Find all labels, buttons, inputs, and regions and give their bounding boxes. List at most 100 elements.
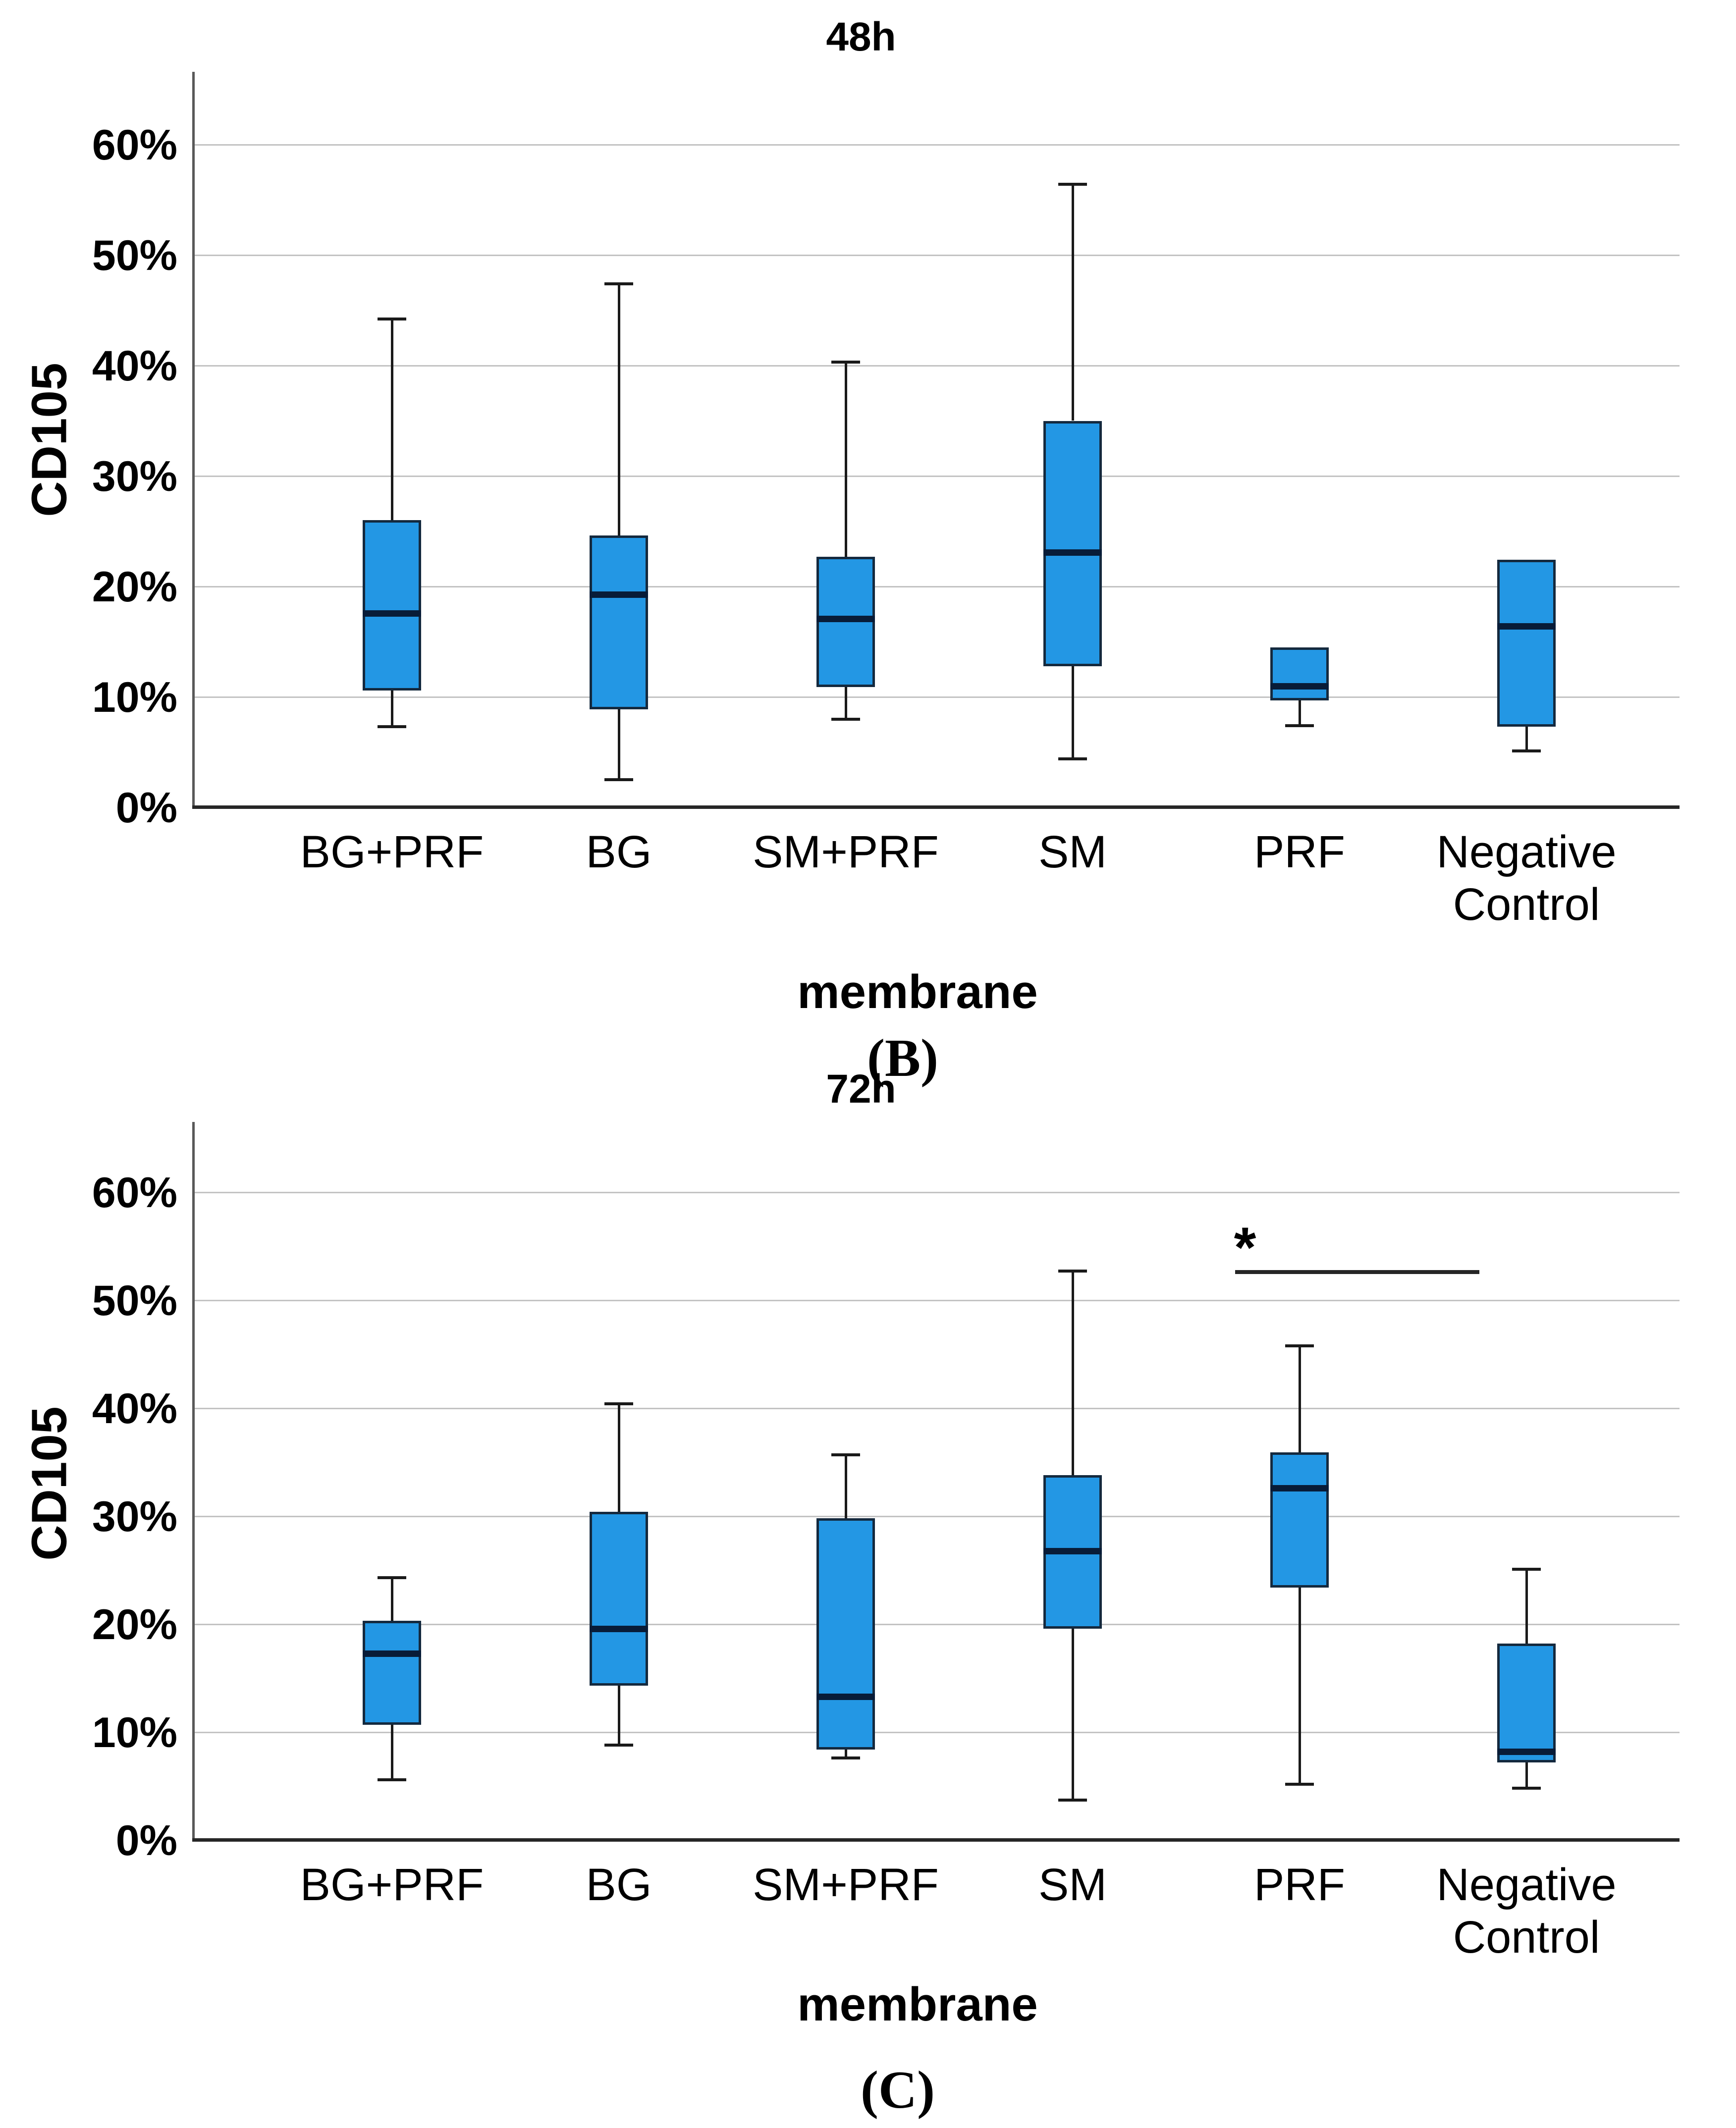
y-tick-label-60: 60%: [92, 1169, 177, 1217]
upper-whisker-bg-prf: [391, 1578, 393, 1621]
upper-whisker-sm: [1072, 1271, 1074, 1476]
gridline-40: [192, 365, 1680, 367]
x-tick-label-negative-control: Negative Control: [1436, 827, 1617, 930]
significance-line: [1235, 1270, 1479, 1274]
upper-whisker-cap-bg-prf: [378, 1576, 406, 1580]
upper-whisker-cap-bg-prf: [378, 318, 406, 321]
chart-title-72h: 72h: [826, 1066, 896, 1112]
lower-whisker-cap-sm-prf: [831, 717, 860, 721]
upper-whisker-cap-sm: [1058, 183, 1087, 186]
lower-whisker-cap-negative-control: [1512, 1787, 1541, 1790]
x-tick-label-prf: PRF: [1254, 1860, 1345, 1910]
gridline-30: [192, 476, 1680, 477]
y-tick-label-30: 30%: [92, 1493, 177, 1541]
lower-whisker-bg-prf: [391, 1724, 393, 1780]
gridline-10: [192, 696, 1680, 698]
gridline-60: [192, 144, 1680, 146]
upper-whisker-bg: [618, 283, 620, 536]
lower-whisker-cap-bg: [604, 778, 633, 782]
lower-whisker-bg-prf: [391, 690, 393, 727]
upper-whisker-sm-prf: [845, 1454, 847, 1519]
box-bg: [590, 535, 648, 709]
y-tick-label-10: 10%: [92, 674, 177, 721]
y-tick-label-0: 0%: [115, 784, 177, 832]
x-tick-label-negative-control: Negative Control: [1436, 1860, 1617, 1963]
lower-whisker-negative-control: [1525, 727, 1528, 751]
upper-whisker-cap-sm-prf: [831, 361, 860, 364]
y-tick-label-0: 0%: [115, 1817, 177, 1864]
upper-whisker-cap-bg: [604, 1402, 633, 1406]
lower-whisker-sm-prf: [845, 1749, 847, 1758]
lower-whisker-sm: [1072, 1628, 1074, 1801]
median-line-bg: [590, 1625, 648, 1632]
y-tick-label-50: 50%: [92, 232, 177, 279]
lower-whisker-cap-bg-prf: [378, 725, 406, 729]
median-line-negative-control: [1497, 623, 1556, 630]
gridline-50: [192, 255, 1680, 256]
lower-whisker-prf: [1299, 1587, 1301, 1784]
box-bg-prf: [363, 520, 421, 691]
chart-title-48h: 48h: [826, 14, 896, 59]
box-prf: [1270, 647, 1329, 700]
gridline-50: [192, 1300, 1680, 1301]
lower-whisker-cap-prf: [1285, 1782, 1314, 1786]
upper-whisker-sm-prf: [845, 362, 847, 557]
median-line-bg: [590, 591, 648, 598]
gridline-10: [192, 1732, 1680, 1733]
gridline-40: [192, 1408, 1680, 1409]
panel-label-b: (B): [867, 1029, 938, 1088]
gridline-20: [192, 1624, 1680, 1625]
median-line-bg-prf: [363, 610, 421, 617]
upper-whisker-prf: [1299, 1345, 1301, 1453]
median-line-bg-prf: [363, 1650, 421, 1657]
x-tick-label-bg: BG: [586, 1860, 652, 1910]
median-line-sm-prf: [816, 615, 875, 622]
x-tick-label-sm-prf: SM+PRF: [753, 1860, 939, 1910]
upper-whisker-bg-prf: [391, 319, 393, 521]
y-tick-label-20: 20%: [92, 563, 177, 611]
upper-whisker-cap-sm: [1058, 1270, 1087, 1273]
box-negative-control: [1497, 560, 1556, 727]
y-tick-label-10: 10%: [92, 1709, 177, 1756]
plot-area-48h: 60% 50% 40% 30% 20% 10% 0% BG+PRF BG SM+PRF SM PRF N…: [92, 72, 1680, 930]
x-axis-title-48h: membrane: [797, 965, 1038, 1018]
y-axis-line: [192, 1122, 195, 1840]
median-line-prf: [1270, 683, 1329, 690]
x-tick-label-bg: BG: [586, 827, 652, 877]
box-prf: [1270, 1452, 1329, 1588]
x-tick-label-sm-prf: SM+PRF: [753, 827, 939, 877]
x-tick-label-sm: SM: [1038, 827, 1107, 877]
gridline-30: [192, 1516, 1680, 1517]
lower-whisker-cap-bg: [604, 1744, 633, 1747]
x-tick-label-prf: PRF: [1254, 827, 1345, 877]
box-negative-control: [1497, 1644, 1556, 1763]
x-tick-label-sm: SM: [1038, 1860, 1107, 1910]
upper-whisker-negative-control: [1525, 1569, 1528, 1644]
significance-asterisk: *: [1234, 1216, 1256, 1279]
y-tick-label-40: 40%: [92, 1385, 177, 1433]
y-tick-label-20: 20%: [92, 1601, 177, 1649]
lower-whisker-sm: [1072, 666, 1074, 759]
plot-area-72h: 60% 50% 40% 30% 20% 10% 0% BG+PRF BG SM+PRF SM PRF N…: [92, 1122, 1680, 1963]
upper-whisker-bg: [618, 1404, 620, 1512]
median-line-sm-prf: [816, 1694, 875, 1701]
lower-whisker-negative-control: [1525, 1762, 1528, 1789]
median-line-sm: [1043, 549, 1102, 556]
x-axis-title-72h: membrane: [797, 1978, 1038, 2031]
box-bg-prf: [363, 1621, 421, 1725]
upper-whisker-sm: [1072, 184, 1074, 421]
lower-whisker-bg: [618, 709, 620, 780]
median-line-prf: [1270, 1485, 1329, 1492]
gridline-20: [192, 586, 1680, 587]
lower-whisker-cap-negative-control: [1512, 749, 1541, 753]
lower-whisker-prf: [1299, 700, 1301, 726]
x-axis-line: [192, 805, 1680, 809]
box-bg: [590, 1512, 648, 1686]
x-tick-label-bg-prf: BG+PRF: [300, 827, 484, 877]
lower-whisker-cap-sm: [1058, 1799, 1087, 1802]
x-tick-label-bg-prf: BG+PRF: [300, 1860, 484, 1910]
median-line-negative-control: [1497, 1749, 1556, 1756]
upper-whisker-cap-prf: [1285, 1344, 1314, 1347]
lower-whisker-cap-prf: [1285, 724, 1314, 727]
